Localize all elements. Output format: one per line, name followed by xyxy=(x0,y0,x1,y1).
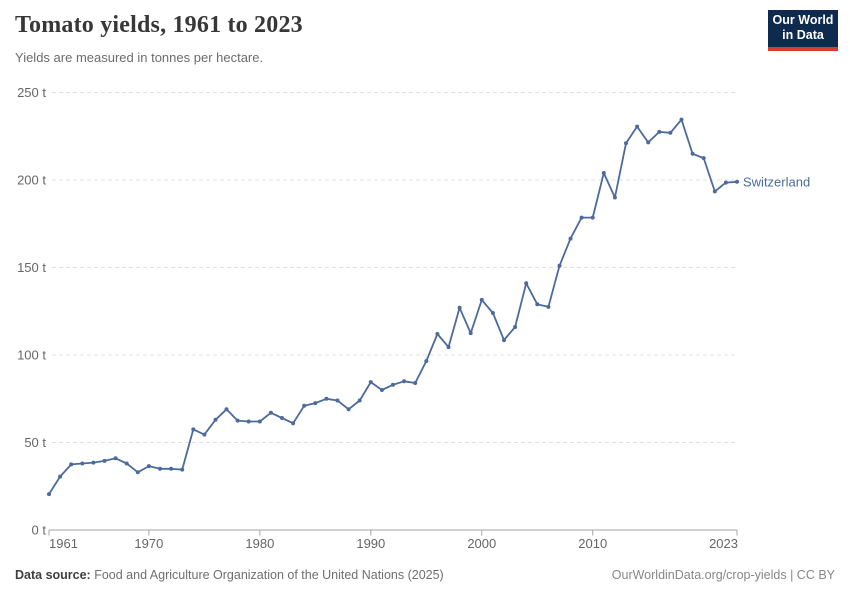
data-point-2014 xyxy=(635,124,640,129)
series-line-switzerland[interactable] xyxy=(48,118,738,495)
data-point-2020 xyxy=(701,156,706,161)
data-point-2017 xyxy=(668,130,673,135)
data-point-1987 xyxy=(335,398,340,403)
data-point-1981 xyxy=(268,410,273,415)
data-point-2000 xyxy=(479,297,484,302)
y-axis-label-250: 250 t xyxy=(17,85,46,100)
data-point-1971 xyxy=(158,466,162,471)
data-point-2016 xyxy=(657,129,662,134)
data-point-1975 xyxy=(202,432,207,437)
data-point-1974 xyxy=(191,427,196,432)
data-point-1994 xyxy=(413,381,418,385)
y-axis-label-0: 0 t xyxy=(32,523,47,538)
data-point-1979 xyxy=(246,419,251,424)
data-point-2018 xyxy=(679,117,684,122)
data-point-2013 xyxy=(624,141,628,146)
data-point-2021 xyxy=(712,189,717,194)
data-point-1976 xyxy=(213,417,218,422)
data-point-2019 xyxy=(690,151,695,156)
data-point-2012 xyxy=(612,195,617,200)
data-point-1980 xyxy=(257,419,262,424)
data-point-1986 xyxy=(324,396,329,401)
data-point-1984 xyxy=(302,403,307,408)
data-point-1988 xyxy=(346,407,351,412)
data-point-1991 xyxy=(379,388,384,392)
y-axis-label-150: 150 t xyxy=(17,260,46,275)
data-point-1966 xyxy=(102,458,107,463)
data-point-1983 xyxy=(291,421,296,426)
data-point-2006 xyxy=(546,304,551,309)
data-point-1999 xyxy=(468,331,473,336)
data-point-2023 xyxy=(735,179,739,184)
data-point-2015 xyxy=(646,140,651,145)
data-point-2005 xyxy=(535,302,540,307)
y-axis-label-100: 100 t xyxy=(17,348,46,363)
data-point-1962 xyxy=(58,474,63,479)
x-axis-label-2000: 2000 xyxy=(467,536,496,551)
data-point-1992 xyxy=(391,382,395,387)
data-point-1993 xyxy=(402,379,407,384)
series-label-switzerland[interactable]: Switzerland xyxy=(743,174,810,189)
data-source-text: Food and Agriculture Organization of the… xyxy=(94,568,444,582)
data-point-1977 xyxy=(224,407,229,412)
owid-logo[interactable]: Our World in Data xyxy=(768,10,838,51)
data-point-1995 xyxy=(424,359,429,364)
data-point-1989 xyxy=(357,398,362,403)
data-point-2001 xyxy=(490,311,495,315)
data-point-1965 xyxy=(91,460,96,465)
owid-logo-line1: Our World xyxy=(772,13,834,27)
data-point-1968 xyxy=(124,461,129,466)
data-point-2009 xyxy=(579,215,584,220)
data-point-1996 xyxy=(435,332,440,336)
x-axis-label-1980: 1980 xyxy=(245,536,274,551)
data-point-2003 xyxy=(513,325,518,329)
x-axis-label-1961: 1961 xyxy=(49,536,78,551)
x-axis-label-1990: 1990 xyxy=(356,536,385,551)
data-source-label: Data source: xyxy=(15,568,95,582)
data-point-2010 xyxy=(590,215,595,220)
data-point-1963 xyxy=(69,462,74,467)
data-point-1985 xyxy=(313,401,318,406)
x-axis-label-2010: 2010 xyxy=(578,536,607,551)
data-point-1973 xyxy=(180,467,185,472)
x-axis-label-2023: 2023 xyxy=(709,536,738,551)
data-point-1997 xyxy=(446,345,451,350)
data-point-1961 xyxy=(47,492,51,497)
data-point-2011 xyxy=(601,171,606,175)
y-axis-label-50: 50 t xyxy=(24,435,46,450)
data-point-2002 xyxy=(502,338,506,343)
data-point-1998 xyxy=(457,305,462,310)
credit-link[interactable]: OurWorldinData.org/crop-yields | CC BY xyxy=(611,568,835,582)
data-point-1978 xyxy=(235,418,240,423)
data-point-1969 xyxy=(135,470,140,475)
data-point-1990 xyxy=(368,380,373,385)
data-point-2008 xyxy=(568,236,573,241)
owid-logo-line2: in Data xyxy=(782,28,824,42)
y-axis-label-200: 200 t xyxy=(17,173,46,188)
page-title: Tomato yields, 1961 to 2023 xyxy=(15,12,303,38)
data-point-2022 xyxy=(723,180,728,185)
data-point-1964 xyxy=(80,461,85,466)
data-source: Data source: Food and Agriculture Organi… xyxy=(15,568,444,582)
data-point-2004 xyxy=(524,281,529,286)
chart-subtitle: Yields are measured in tonnes per hectar… xyxy=(15,50,264,65)
data-point-1982 xyxy=(280,416,284,420)
data-point-1972 xyxy=(169,466,174,471)
data-point-1970 xyxy=(146,464,151,469)
data-point-2007 xyxy=(557,263,562,268)
data-point-1967 xyxy=(113,456,118,461)
x-axis-label-1970: 1970 xyxy=(134,536,163,551)
